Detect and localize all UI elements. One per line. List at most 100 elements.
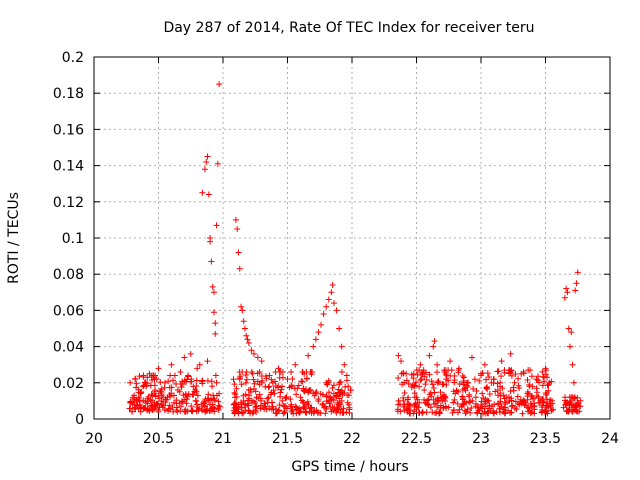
data-point: [199, 380, 206, 387]
y-tick-label: 0.14: [53, 159, 84, 175]
data-point: [173, 406, 180, 413]
data-point: [328, 289, 335, 296]
data-point: [268, 406, 275, 413]
data-point: [427, 390, 434, 397]
data-point: [318, 321, 325, 328]
data-point: [429, 409, 436, 416]
y-tick-label: 0.1: [62, 231, 84, 247]
data-point: [166, 384, 173, 391]
data-point: [238, 401, 245, 408]
y-tick-label: 0.06: [53, 303, 84, 319]
data-point: [275, 407, 282, 414]
data-point: [512, 398, 519, 405]
data-point: [134, 402, 141, 409]
data-point: [573, 403, 580, 410]
data-point: [265, 384, 272, 391]
data-point: [136, 373, 143, 380]
data-point: [330, 300, 337, 307]
data-point: [501, 369, 508, 376]
data-point: [252, 404, 259, 411]
data-point: [486, 402, 493, 409]
data-point: [210, 289, 217, 296]
data-point: [508, 397, 515, 404]
data-point: [337, 409, 344, 416]
data-point: [436, 408, 443, 415]
data-point: [279, 383, 286, 390]
x-tick-label: 21.5: [272, 431, 303, 447]
data-point: [169, 404, 176, 411]
data-point: [284, 376, 291, 383]
data-point: [476, 377, 483, 384]
data-point: [490, 409, 497, 416]
data-point: [241, 325, 248, 332]
data-point: [472, 400, 479, 407]
data-point: [418, 371, 425, 378]
data-point: [254, 354, 261, 361]
data-point: [543, 391, 550, 398]
data-point: [267, 391, 274, 398]
data-point: [215, 402, 222, 409]
data-point: [149, 407, 156, 414]
data-point: [315, 329, 322, 336]
data-point: [288, 383, 295, 390]
data-point: [236, 265, 243, 272]
data-point: [464, 406, 471, 413]
data-point: [290, 410, 297, 417]
data-point: [323, 398, 330, 405]
data-point: [417, 377, 424, 384]
data-point: [533, 376, 540, 383]
data-point: [250, 350, 257, 357]
data-point: [430, 384, 437, 391]
data-point: [157, 379, 164, 386]
data-point: [291, 385, 298, 392]
data-point: [212, 372, 219, 379]
data-point: [427, 404, 434, 411]
data-point: [491, 410, 498, 417]
data-point: [452, 390, 459, 397]
data-point: [443, 372, 450, 379]
data-point: [148, 403, 155, 410]
data-point: [335, 386, 342, 393]
y-tick-label: 0.04: [53, 340, 84, 356]
data-point: [194, 392, 201, 399]
data-point: [233, 385, 240, 392]
data-point: [243, 376, 250, 383]
data-point: [536, 379, 543, 386]
data-point: [312, 336, 319, 343]
data-point: [338, 343, 345, 350]
data-point: [233, 394, 240, 401]
data-point: [456, 365, 463, 372]
data-point: [508, 403, 515, 410]
data-point: [245, 407, 252, 414]
data-point: [180, 392, 187, 399]
data-point: [308, 404, 315, 411]
data-point: [464, 384, 471, 391]
data-point: [466, 391, 473, 398]
y-axis-label: ROTI / TECUs: [6, 192, 22, 284]
data-point: [395, 375, 402, 382]
data-point: [207, 235, 214, 241]
data-point: [459, 386, 466, 393]
data-point: [303, 375, 310, 382]
data-point: [129, 408, 136, 415]
data-point: [323, 379, 330, 386]
data-point: [526, 367, 533, 374]
data-point: [283, 405, 290, 412]
data-point: [430, 343, 437, 350]
data-point: [301, 370, 308, 377]
data-point: [302, 409, 309, 416]
data-point: [345, 383, 352, 390]
data-point: [204, 153, 211, 160]
data-point: [258, 397, 265, 404]
data-point: [178, 384, 185, 391]
data-point: [494, 401, 501, 408]
data-point: [413, 379, 420, 386]
data-point: [183, 396, 190, 403]
data-point: [566, 404, 573, 411]
data-point: [181, 354, 188, 361]
data-point: [567, 399, 574, 406]
data-point: [171, 392, 178, 399]
y-tick-label: 0.12: [53, 195, 84, 211]
data-point: [179, 381, 186, 388]
